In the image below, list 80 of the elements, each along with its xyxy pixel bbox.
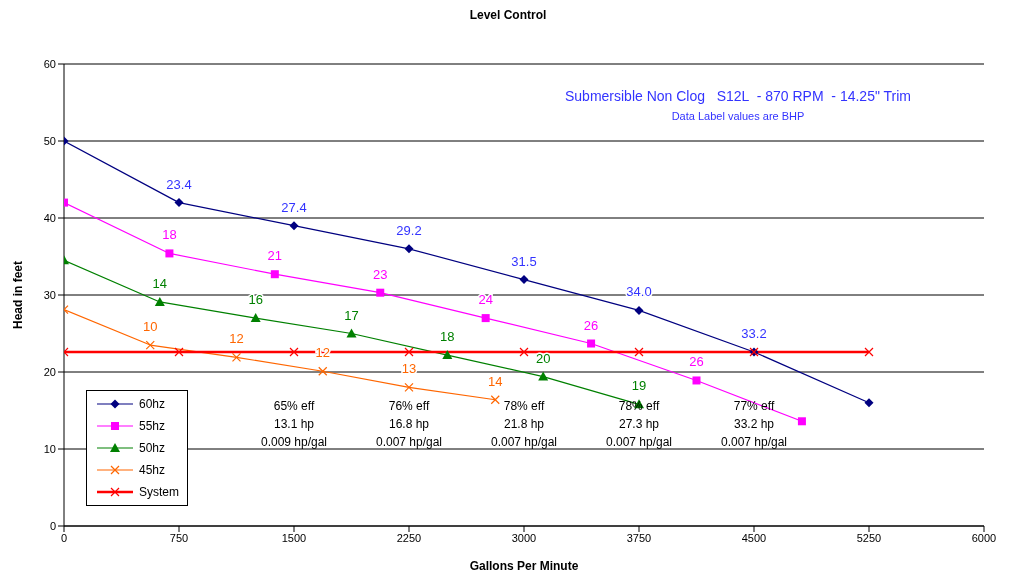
annotation: 18: [162, 227, 177, 243]
point: [318, 366, 328, 376]
point: [231, 352, 242, 362]
point: [154, 296, 165, 306]
annotation: 10: [143, 319, 158, 335]
x-axis-title: Gallons Per Minute: [469, 559, 579, 573]
annotation: 33.2: [741, 325, 767, 341]
x-tick-label: 4500: [741, 531, 767, 544]
point: [289, 347, 299, 357]
y-tick-label: 30: [43, 288, 56, 301]
point: [404, 244, 414, 254]
point: [864, 347, 874, 357]
point: [270, 270, 279, 279]
point: [692, 376, 701, 385]
y-tick-label: 40: [43, 211, 56, 224]
x-tick-label: 5250: [856, 531, 882, 544]
legend-label: 45hz: [139, 463, 166, 477]
x-tick-label: 3750: [626, 531, 652, 544]
point: [404, 382, 414, 392]
annotation: 23.4: [166, 176, 192, 192]
annotation: 19: [631, 378, 647, 394]
annotation: 18: [440, 329, 455, 345]
point: [587, 339, 596, 348]
annotation: 17: [344, 307, 359, 323]
point: [442, 350, 453, 360]
annotation: 14: [488, 373, 503, 389]
annotation: 78% eff 21.8 hp 0.007 hp/gal: [489, 398, 559, 449]
point: [797, 417, 806, 426]
legend-label: 50hz: [139, 441, 166, 455]
x-tick-label: 3000: [511, 531, 537, 544]
annotation: 13: [401, 361, 417, 377]
annotation: Submersible Non Clog S12L - 870 RPM - 14.25" Trim: [563, 88, 912, 104]
legend-label: System: [139, 485, 180, 499]
annotation: 20: [535, 350, 551, 366]
annotation: Data Label values are BHP: [670, 110, 806, 122]
annotation: 26: [689, 354, 704, 370]
point: [376, 288, 385, 297]
point: [519, 275, 529, 285]
annotation: 26: [583, 317, 599, 333]
point: [145, 340, 155, 350]
y-tick-label: 50: [43, 134, 56, 147]
x-tick-label: 6000: [971, 531, 997, 544]
point: [634, 347, 644, 357]
point: [174, 347, 184, 357]
annotation: 16: [248, 292, 263, 308]
point: [165, 249, 174, 258]
point: [538, 371, 549, 381]
annotation: 31.5: [511, 253, 537, 269]
point: [289, 221, 299, 231]
point: [404, 347, 414, 357]
x-tick-label: 750: [169, 531, 189, 544]
point: [519, 347, 529, 357]
annotation: 27.4: [281, 199, 307, 215]
annotation: 23: [373, 266, 388, 282]
annotation: 12: [229, 331, 244, 347]
y-tick-label: 10: [43, 442, 56, 455]
y-tick-label: 0: [49, 519, 56, 532]
point: [346, 328, 357, 338]
y-tick-label: 60: [43, 57, 56, 70]
annotation: 14: [152, 275, 168, 291]
x-tick-label: 2250: [396, 531, 422, 544]
point: [250, 313, 261, 323]
legend-label: 60hz: [139, 397, 166, 411]
legend-label: 55hz: [139, 419, 166, 433]
y-tick-label: 20: [43, 365, 56, 378]
x-tick-label: 0: [60, 531, 68, 544]
annotation: 21: [267, 248, 283, 264]
point: [174, 198, 184, 208]
chart-title: Level Control: [468, 8, 548, 22]
x-tick-label: 1500: [281, 531, 307, 544]
annotation: 65% eff 13.1 hp 0.009 hp/gal: [259, 398, 329, 449]
point: [864, 398, 874, 408]
point: [634, 305, 644, 315]
annotation: 29.2: [396, 222, 422, 238]
point: [490, 395, 500, 405]
annotation: 76% eff 16.8 hp 0.007 hp/gal: [374, 398, 444, 449]
point: [481, 314, 490, 323]
annotation: 24: [478, 292, 493, 308]
annotation: 78% eff 27.3 hp 0.007 hp/gal: [604, 398, 674, 449]
y-axis-title: Head in feet: [11, 260, 26, 330]
